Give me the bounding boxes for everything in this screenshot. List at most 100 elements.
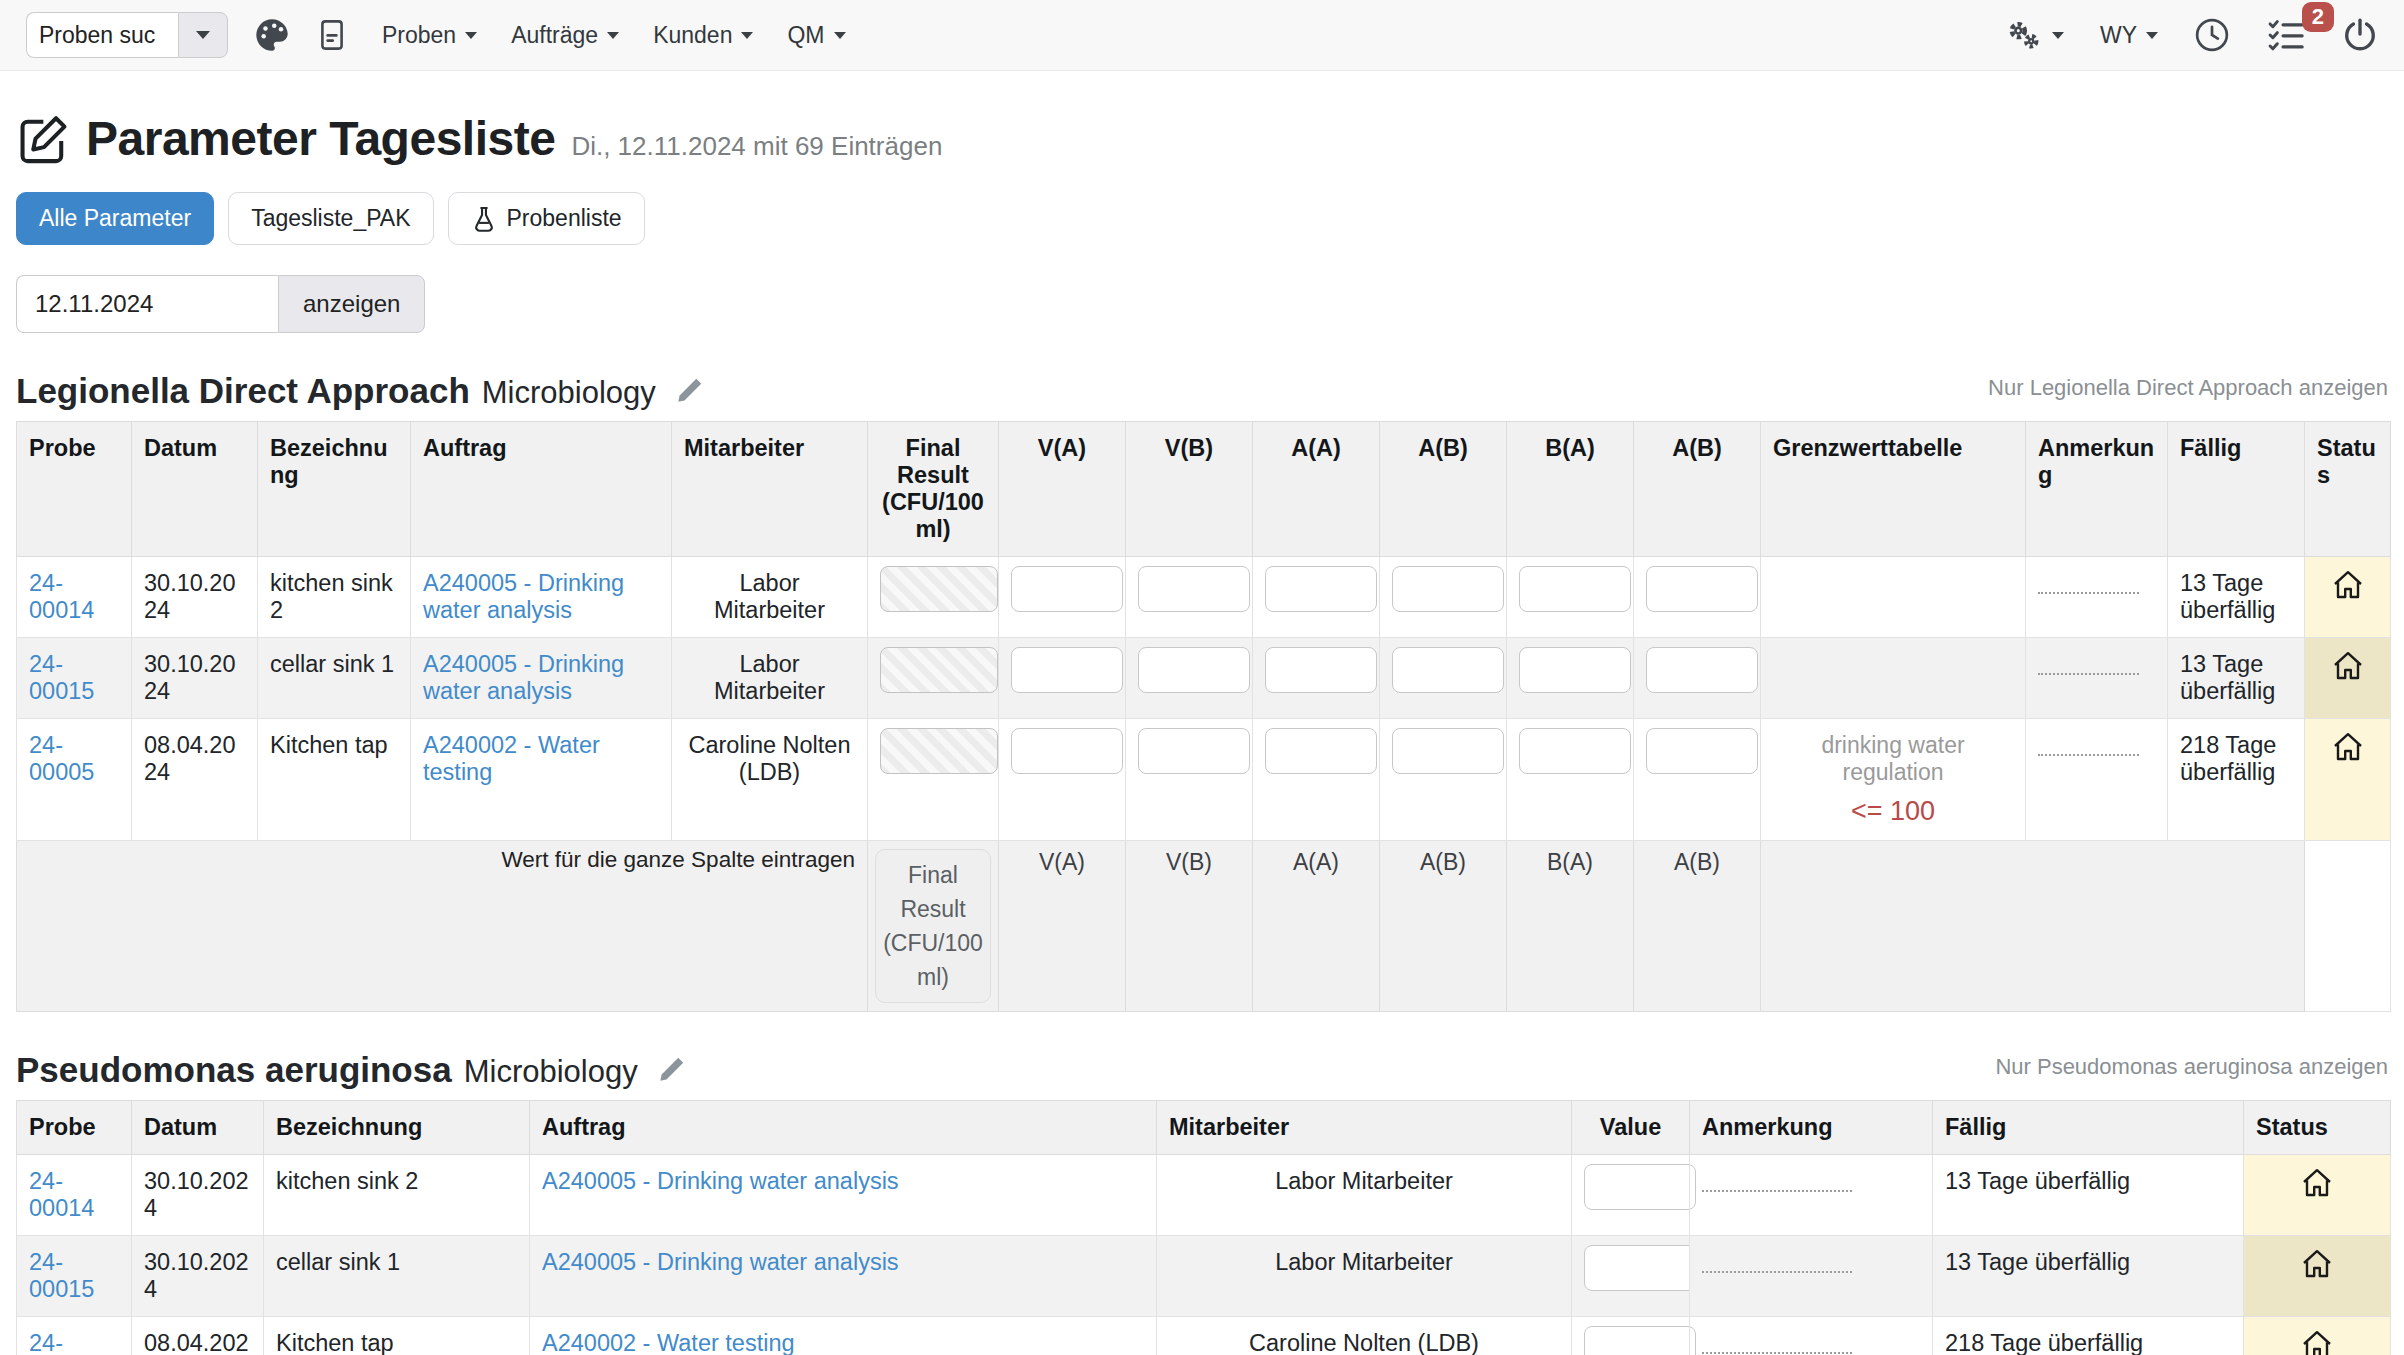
ab2-cell xyxy=(1634,638,1761,719)
edit-pencil-icon[interactable] xyxy=(656,1055,686,1085)
ab2-input[interactable] xyxy=(1646,728,1758,774)
home-icon[interactable] xyxy=(2332,731,2364,763)
faellig-cell: 13 Tage überfällig xyxy=(2168,557,2305,638)
datum-cell: 08.04.2024 xyxy=(132,719,258,841)
grenzwert-limit: <= 100 xyxy=(1773,796,2013,827)
value-input[interactable] xyxy=(1584,1326,1696,1355)
tab-probenliste[interactable]: Probenliste xyxy=(448,192,645,245)
auftrag-link[interactable]: A240005 - Drinking water analysis xyxy=(423,651,624,704)
menu-auftraege[interactable]: Aufträge xyxy=(511,22,619,49)
vb-input[interactable] xyxy=(1138,647,1250,693)
col-datum: Datum xyxy=(132,1101,264,1155)
settings-menu[interactable] xyxy=(2005,18,2064,52)
logout-power-icon[interactable] xyxy=(2342,17,2378,53)
probe-link[interactable]: 24-00015 xyxy=(29,651,94,704)
home-icon[interactable] xyxy=(2301,1329,2333,1355)
tab-alle-parameter[interactable]: Alle Parameter xyxy=(16,192,214,245)
ba-input[interactable] xyxy=(1519,728,1631,774)
anmerkung-cell xyxy=(2026,557,2168,638)
col-grenzwerttabelle: Grenzwerttabelle xyxy=(1761,422,2026,557)
anmerkung-edit-line[interactable] xyxy=(2038,754,2139,756)
menu-kunden[interactable]: Kunden xyxy=(653,22,753,49)
home-icon[interactable] xyxy=(2332,569,2364,601)
legionella-title-wrap: Legionella Direct Approach Microbiology xyxy=(16,371,704,411)
anmerkung-edit-line[interactable] xyxy=(1702,1352,1852,1354)
anmerkung-edit-line[interactable] xyxy=(2038,592,2139,594)
va-input[interactable] xyxy=(1011,647,1123,693)
ab-input[interactable] xyxy=(1392,566,1504,612)
auftrag-link[interactable]: A240005 - Drinking water analysis xyxy=(542,1249,899,1275)
ab-cell xyxy=(1380,719,1507,841)
palette-icon[interactable] xyxy=(254,17,290,53)
anmerkung-edit-line[interactable] xyxy=(2038,673,2139,675)
date-input[interactable] xyxy=(16,275,278,333)
menu-proben[interactable]: Proben xyxy=(382,22,477,49)
col-status: Status xyxy=(2305,422,2391,557)
home-icon[interactable] xyxy=(2301,1167,2333,1199)
show-button[interactable]: anzeigen xyxy=(278,275,425,333)
chevron-down-icon xyxy=(741,32,753,39)
aa-input[interactable] xyxy=(1265,647,1377,693)
anmerkung-cell xyxy=(1690,1236,1933,1317)
pseudomonas-title-wrap: Pseudomonas aeruginosa Microbiology xyxy=(16,1050,686,1090)
legionella-section-title: Legionella Direct Approach xyxy=(16,371,470,411)
va-input[interactable] xyxy=(1011,728,1123,774)
search-input[interactable] xyxy=(26,12,178,58)
probe-link[interactable]: 24-00014 xyxy=(29,1168,94,1221)
grenzwert-cell xyxy=(1761,557,2026,638)
auftrag-link[interactable]: A240002 - Water testing xyxy=(423,732,600,785)
vb-cell xyxy=(1126,719,1253,841)
document-icon[interactable] xyxy=(316,18,348,52)
value-input[interactable] xyxy=(1584,1245,1696,1291)
probe-link[interactable]: 24-00014 xyxy=(29,570,94,623)
ab-input[interactable] xyxy=(1392,728,1504,774)
vb-input[interactable] xyxy=(1138,728,1250,774)
status-cell xyxy=(2305,719,2391,841)
aa-input[interactable] xyxy=(1265,566,1377,612)
col-auftrag: Auftrag xyxy=(530,1101,1157,1155)
ba-input[interactable] xyxy=(1519,647,1631,693)
auftrag-link[interactable]: A240005 - Drinking water analysis xyxy=(542,1168,899,1194)
ab2-input[interactable] xyxy=(1646,566,1758,612)
value-input[interactable] xyxy=(1584,1164,1696,1210)
home-icon[interactable] xyxy=(2332,650,2364,682)
status-cell xyxy=(2244,1317,2391,1355)
auftrag-link[interactable]: A240002 - Water testing xyxy=(542,1330,795,1355)
legionella-filter-link[interactable]: Nur Legionella Direct Approach anzeigen xyxy=(1988,371,2388,401)
col-ab2: A(B) xyxy=(1634,422,1761,557)
chevron-down-icon xyxy=(834,32,846,39)
history-clock-icon[interactable] xyxy=(2194,17,2230,53)
tab-tagesliste-pak[interactable]: Tagesliste_PAK xyxy=(228,192,433,245)
auftrag-link[interactable]: A240005 - Drinking water analysis xyxy=(423,570,624,623)
checklist-icon xyxy=(2266,18,2306,52)
va-input[interactable] xyxy=(1011,566,1123,612)
anmerkung-edit-line[interactable] xyxy=(1702,1190,1852,1192)
vb-input[interactable] xyxy=(1138,566,1250,612)
ba-input[interactable] xyxy=(1519,566,1631,612)
final-result-disabled-input xyxy=(880,728,998,774)
probe-link[interactable]: 24-00005 xyxy=(29,1330,94,1355)
home-icon[interactable] xyxy=(2301,1248,2333,1280)
tasks-menu[interactable]: 2 xyxy=(2266,18,2306,52)
ab2-input[interactable] xyxy=(1646,647,1758,693)
col-datum: Datum xyxy=(132,422,258,557)
probe-link[interactable]: 24-00005 xyxy=(29,732,94,785)
ab-cell xyxy=(1380,638,1507,719)
edit-pencil-icon[interactable] xyxy=(674,376,704,406)
faellig-cell: 13 Tage überfällig xyxy=(1933,1236,2244,1317)
navbar-right-group: WY 2 xyxy=(2005,17,2378,53)
user-menu[interactable]: WY xyxy=(2100,22,2158,49)
col-final-result: Final Result (CFU/100 ml) xyxy=(868,422,999,557)
menu-qm[interactable]: QM xyxy=(787,22,845,49)
probe-link[interactable]: 24-00015 xyxy=(29,1249,94,1302)
col-va: V(A) xyxy=(999,422,1126,557)
chevron-down-icon xyxy=(196,31,210,39)
pseudomonas-filter-link[interactable]: Nur Pseudomonas aeruginosa anzeigen xyxy=(1995,1050,2388,1080)
aa-input[interactable] xyxy=(1265,728,1377,774)
gears-icon xyxy=(2005,18,2043,52)
anmerkung-edit-line[interactable] xyxy=(1702,1271,1852,1273)
ba-cell xyxy=(1507,719,1634,841)
legionella-header-row: Probe Datum Bezeichnung Auftrag Mitarbei… xyxy=(17,422,2391,557)
ab-input[interactable] xyxy=(1392,647,1504,693)
search-dropdown-button[interactable] xyxy=(178,12,228,58)
